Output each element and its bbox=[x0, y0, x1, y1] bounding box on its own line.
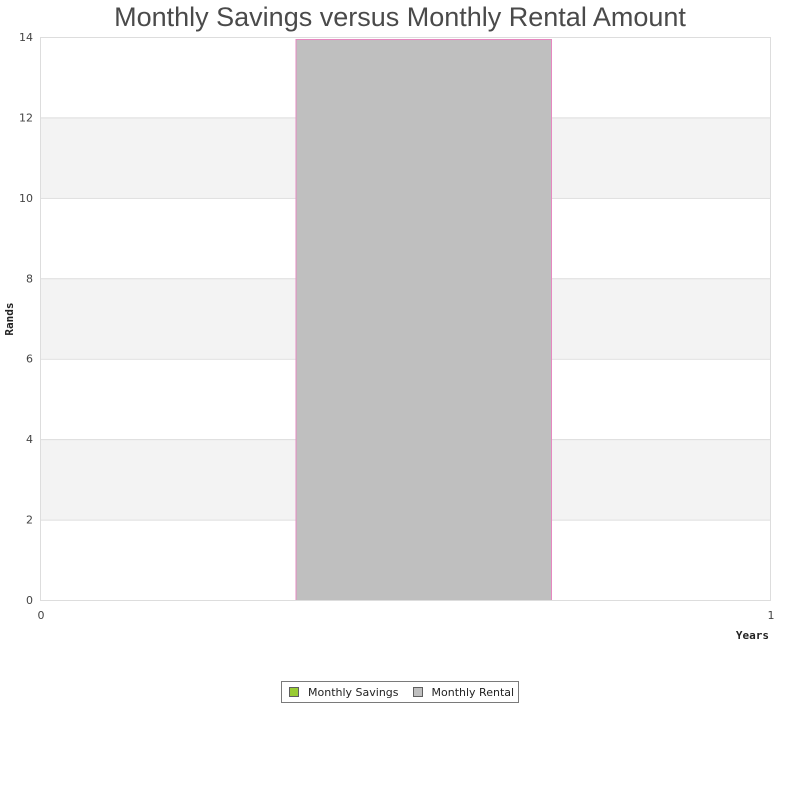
bar-monthly-rental bbox=[295, 39, 552, 601]
y-axis-ticks: 0 2 4 6 8 10 12 14 bbox=[19, 31, 33, 607]
legend: Monthly Savings Monthly Rental bbox=[281, 681, 519, 703]
legend-label-monthly-savings: Monthly Savings bbox=[308, 685, 399, 699]
legend-item-monthly-rental: Monthly Rental bbox=[412, 685, 515, 699]
y-tick-label: 6 bbox=[26, 353, 33, 366]
y-axis-label: Rands bbox=[3, 302, 16, 335]
y-tick-label: 8 bbox=[26, 272, 33, 285]
y-tick-label: 10 bbox=[19, 192, 33, 205]
x-axis-label: Years bbox=[736, 629, 769, 642]
y-tick-label: 0 bbox=[26, 594, 33, 607]
y-tick-label: 12 bbox=[19, 111, 33, 124]
x-tick-label: 0 bbox=[38, 609, 45, 622]
plot-frame bbox=[40, 37, 771, 601]
bars bbox=[295, 39, 552, 601]
chart-title: Monthly Savings versus Monthly Rental Am… bbox=[114, 2, 686, 32]
legend-item-monthly-savings: Monthly Savings bbox=[289, 686, 399, 699]
legend-swatch-monthly-savings bbox=[289, 687, 299, 697]
y-tick-label: 14 bbox=[19, 31, 33, 44]
legend-swatch-monthly-rental bbox=[412, 687, 423, 697]
y-tick-label: 2 bbox=[26, 514, 33, 527]
x-tick-label: 1 bbox=[768, 609, 775, 622]
y-tick-label: 4 bbox=[26, 433, 33, 446]
legend-label-monthly-rental: Monthly Rental bbox=[431, 685, 515, 699]
